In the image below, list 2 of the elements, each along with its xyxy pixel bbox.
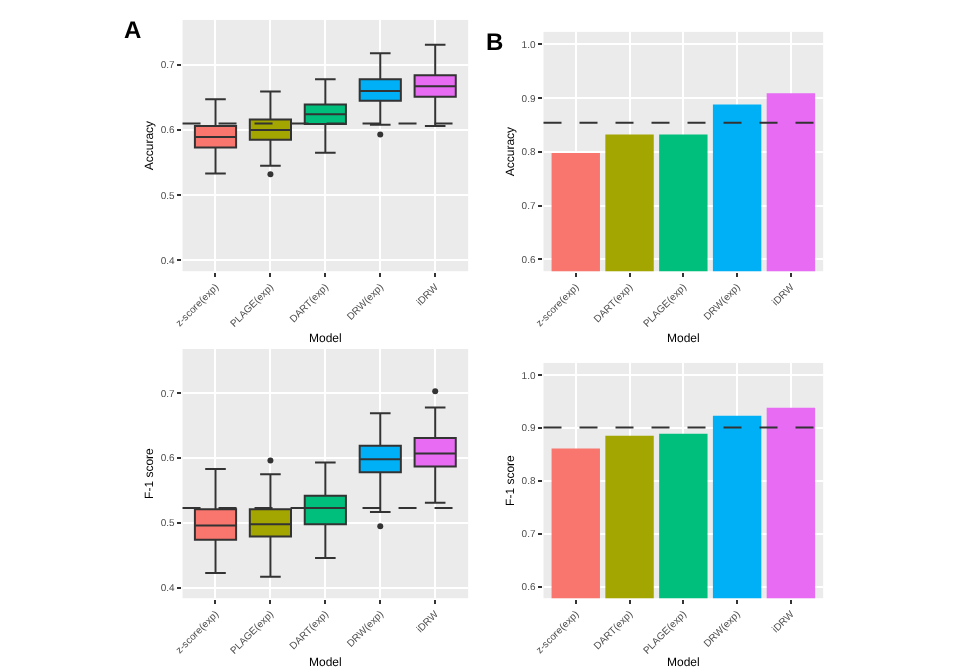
chart-title: A (124, 16, 142, 44)
chart-title: B (486, 28, 504, 56)
